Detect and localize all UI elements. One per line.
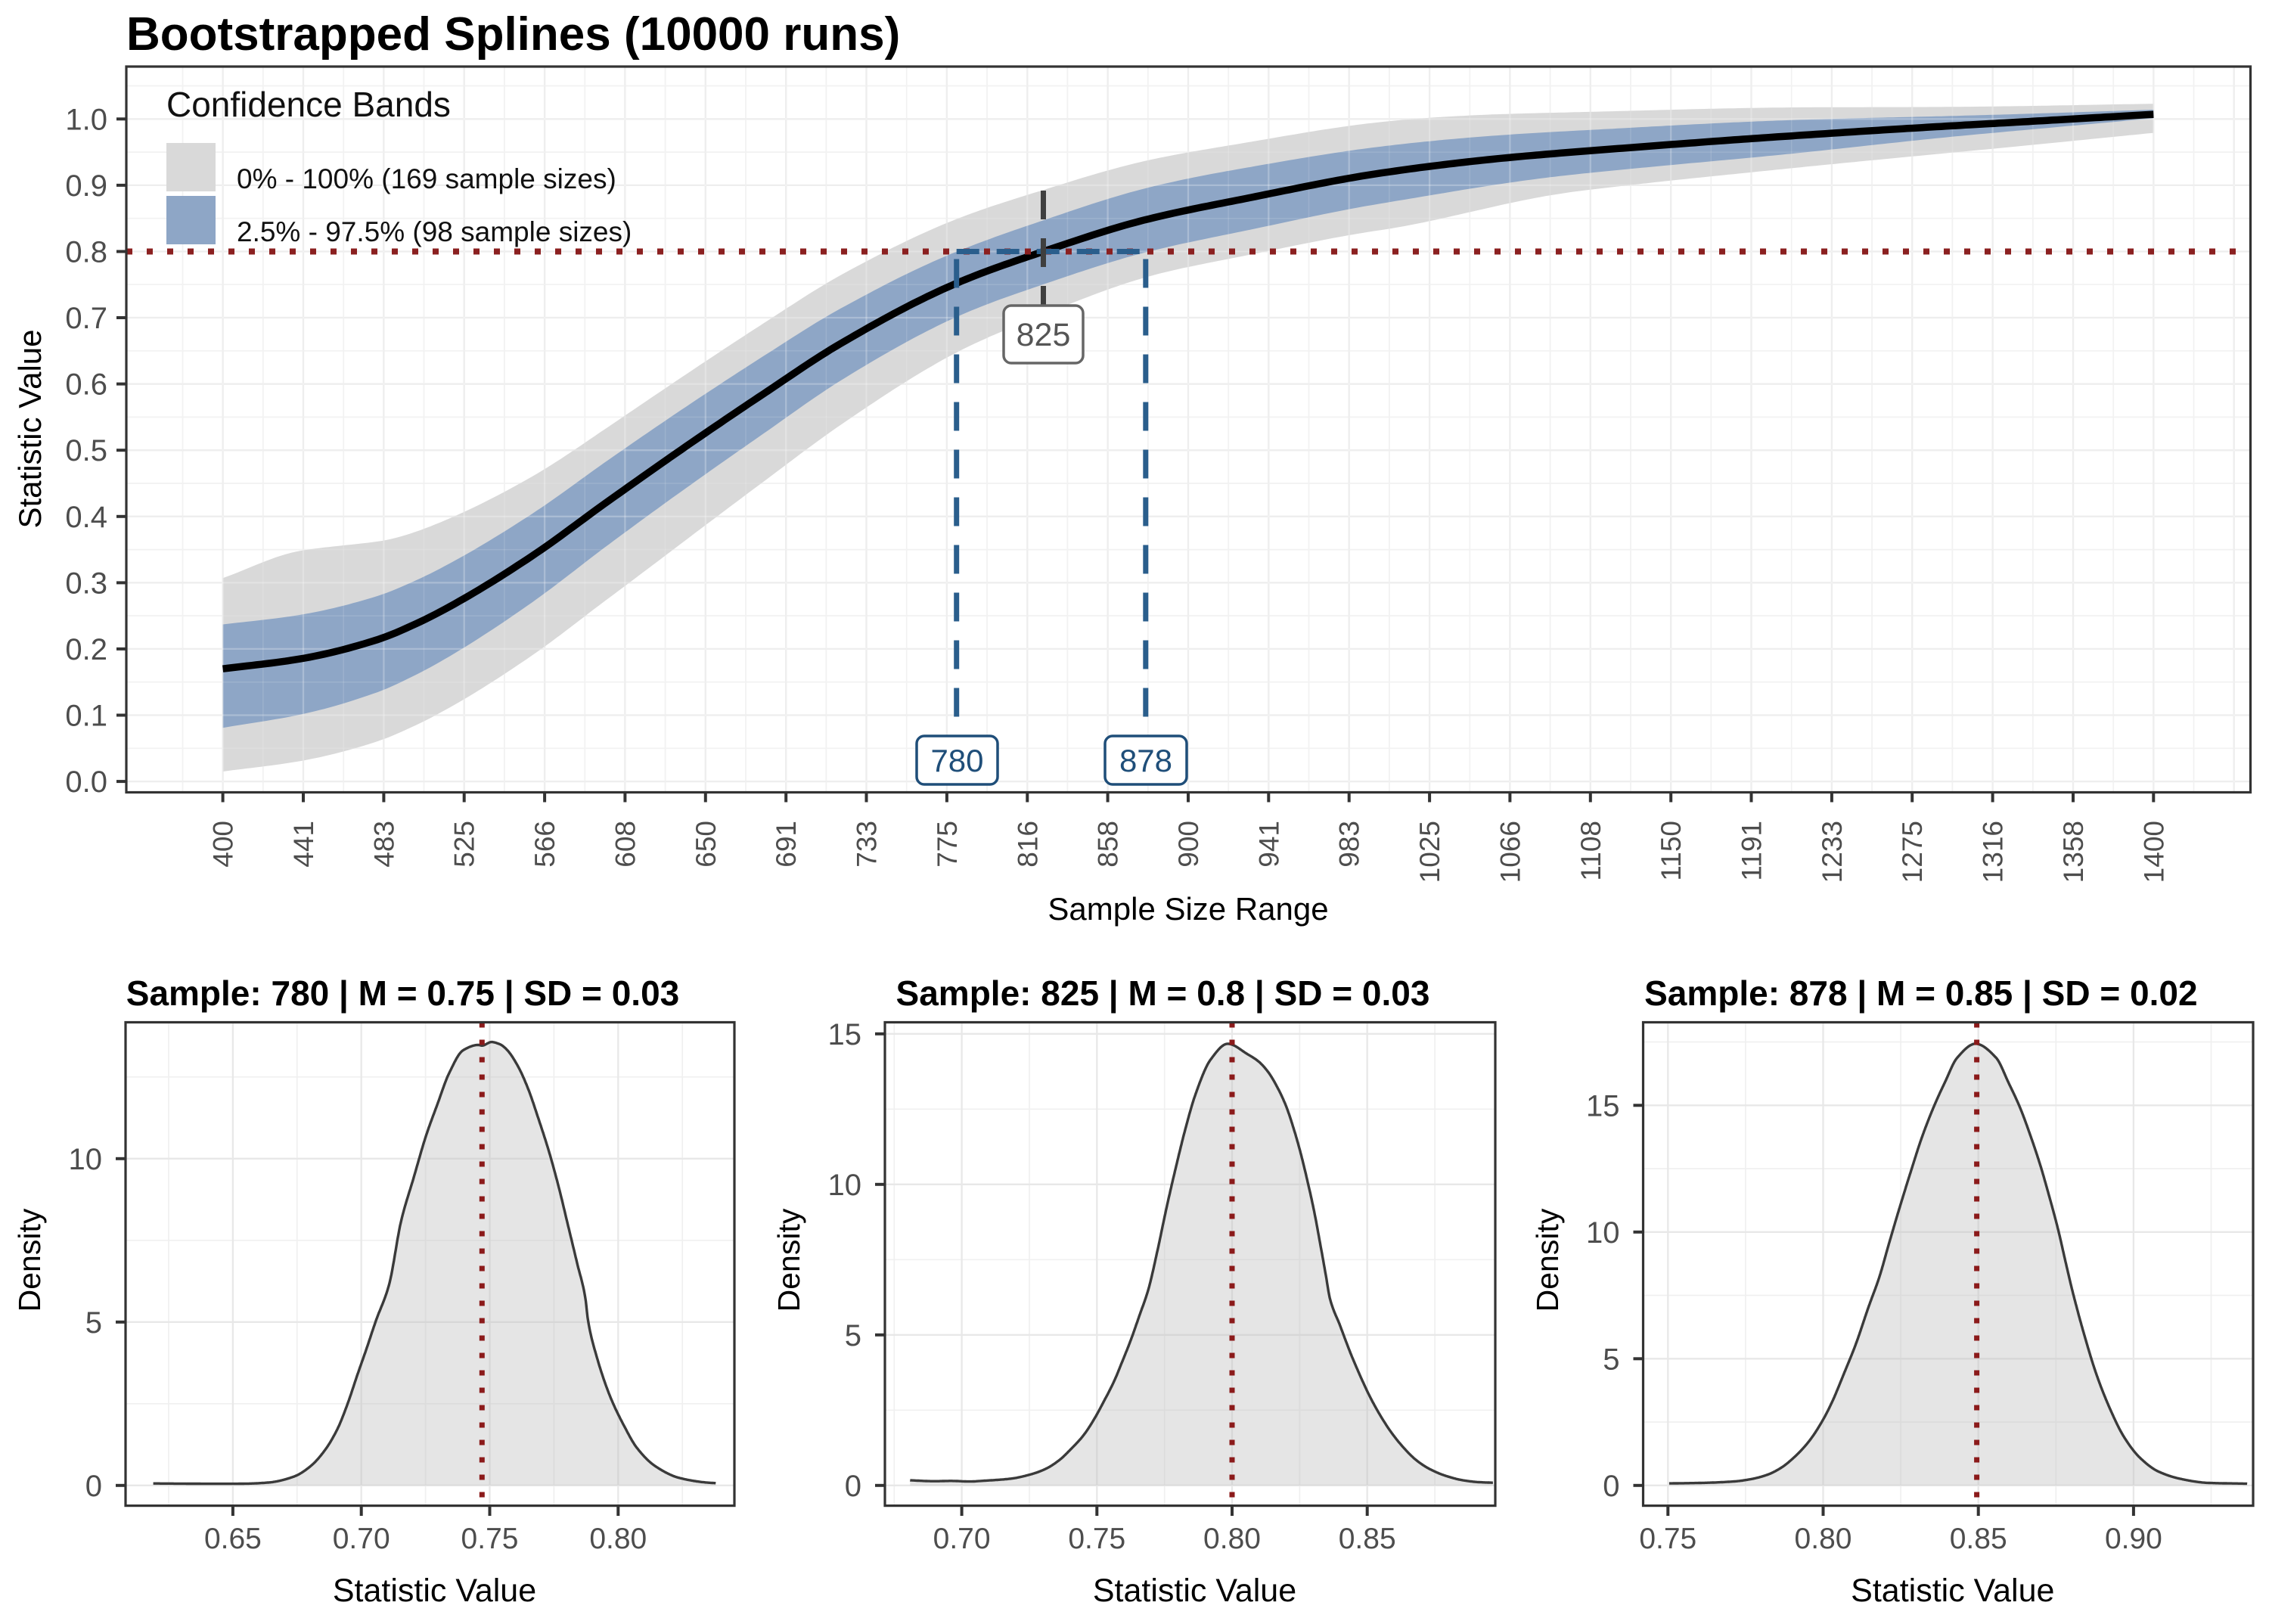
svg-text:1066: 1066 — [1495, 821, 1526, 883]
svg-text:608: 608 — [610, 821, 641, 868]
svg-text:0.5: 0.5 — [65, 434, 107, 467]
svg-text:983: 983 — [1334, 821, 1365, 868]
svg-text:441: 441 — [288, 821, 319, 868]
svg-text:1.0: 1.0 — [65, 103, 107, 136]
svg-text:0% - 100% (169 sample sizes): 0% - 100% (169 sample sizes) — [237, 163, 616, 194]
svg-text:858: 858 — [1093, 821, 1124, 868]
svg-text:0.4: 0.4 — [65, 501, 107, 534]
svg-text:1358: 1358 — [2058, 821, 2089, 883]
svg-text:0.7: 0.7 — [65, 302, 107, 335]
svg-text:Sample: 780 | M = 0.75 | SD =: Sample: 780 | M = 0.75 | SD = 0.03 — [126, 973, 679, 1013]
svg-text:1150: 1150 — [1656, 821, 1687, 881]
svg-text:Statistic Value: Statistic Value — [12, 329, 48, 528]
svg-text:0.70: 0.70 — [333, 1523, 390, 1555]
svg-text:0.2: 0.2 — [65, 633, 107, 666]
svg-text:Density: Density — [12, 1208, 47, 1312]
svg-text:5: 5 — [85, 1306, 102, 1340]
svg-text:10: 10 — [828, 1169, 862, 1202]
svg-text:1025: 1025 — [1414, 821, 1445, 883]
svg-text:0.85: 0.85 — [1339, 1523, 1396, 1555]
svg-text:Confidence Bands: Confidence Bands — [166, 85, 451, 124]
svg-text:825: 825 — [1017, 317, 1071, 353]
svg-text:733: 733 — [852, 821, 883, 868]
svg-text:1191: 1191 — [1737, 821, 1768, 881]
svg-text:Sample: 878 | M = 0.85 | SD =: Sample: 878 | M = 0.85 | SD = 0.02 — [1644, 973, 2197, 1013]
svg-text:0: 0 — [1603, 1470, 1619, 1503]
svg-text:Statistic Value: Statistic Value — [1093, 1573, 1296, 1609]
svg-text:15: 15 — [828, 1018, 862, 1051]
svg-text:816: 816 — [1012, 821, 1043, 868]
svg-text:0.85: 0.85 — [1950, 1523, 2007, 1555]
svg-text:775: 775 — [932, 821, 963, 868]
svg-text:Statistic Value: Statistic Value — [333, 1573, 536, 1609]
svg-text:900: 900 — [1173, 821, 1204, 868]
svg-text:0.80: 0.80 — [589, 1523, 647, 1555]
svg-text:400: 400 — [208, 821, 239, 868]
svg-text:0.75: 0.75 — [1639, 1523, 1696, 1555]
svg-text:566: 566 — [529, 821, 560, 868]
svg-text:0.0: 0.0 — [65, 765, 107, 799]
svg-text:15: 15 — [1586, 1089, 1620, 1123]
svg-text:Bootstrapped Splines (10000 ru: Bootstrapped Splines (10000 runs) — [126, 8, 900, 61]
svg-text:0: 0 — [845, 1470, 861, 1503]
svg-text:0.80: 0.80 — [1203, 1523, 1261, 1555]
svg-text:0.80: 0.80 — [1795, 1523, 1852, 1555]
svg-text:Sample: 825 | M = 0.8 | SD = 0: Sample: 825 | M = 0.8 | SD = 0.03 — [896, 973, 1430, 1013]
svg-text:0: 0 — [85, 1470, 102, 1503]
svg-text:525: 525 — [449, 821, 480, 868]
svg-text:0.8: 0.8 — [65, 236, 107, 269]
svg-text:1316: 1316 — [1978, 821, 2009, 883]
svg-text:0.6: 0.6 — [65, 368, 107, 402]
svg-text:0.1: 0.1 — [65, 700, 107, 733]
svg-text:2.5% - 97.5% (98 sample sizes): 2.5% - 97.5% (98 sample sizes) — [237, 216, 632, 247]
svg-text:0.75: 0.75 — [461, 1523, 519, 1555]
svg-text:941: 941 — [1253, 821, 1284, 868]
svg-text:Statistic Value: Statistic Value — [1851, 1573, 2054, 1609]
svg-text:780: 780 — [930, 743, 983, 778]
svg-text:10: 10 — [69, 1143, 103, 1176]
svg-text:Sample Size Range: Sample Size Range — [1048, 891, 1328, 927]
svg-text:5: 5 — [1603, 1343, 1619, 1376]
svg-text:0.70: 0.70 — [933, 1523, 991, 1555]
svg-text:691: 691 — [771, 821, 802, 868]
svg-text:0.90: 0.90 — [2105, 1523, 2162, 1555]
svg-text:10: 10 — [1586, 1216, 1620, 1250]
svg-text:1275: 1275 — [1897, 821, 1928, 883]
svg-text:0.65: 0.65 — [204, 1523, 262, 1555]
svg-text:483: 483 — [368, 821, 399, 868]
svg-text:0.9: 0.9 — [65, 169, 107, 203]
svg-text:1400: 1400 — [2138, 821, 2169, 883]
svg-text:878: 878 — [1119, 743, 1172, 778]
svg-text:Density: Density — [1530, 1208, 1565, 1312]
svg-text:0.3: 0.3 — [65, 567, 107, 600]
svg-text:650: 650 — [691, 821, 722, 868]
svg-text:0.75: 0.75 — [1068, 1523, 1125, 1555]
svg-text:5: 5 — [845, 1319, 861, 1352]
svg-text:1233: 1233 — [1817, 821, 1848, 883]
svg-text:1108: 1108 — [1575, 821, 1606, 881]
svg-text:Density: Density — [771, 1208, 806, 1312]
